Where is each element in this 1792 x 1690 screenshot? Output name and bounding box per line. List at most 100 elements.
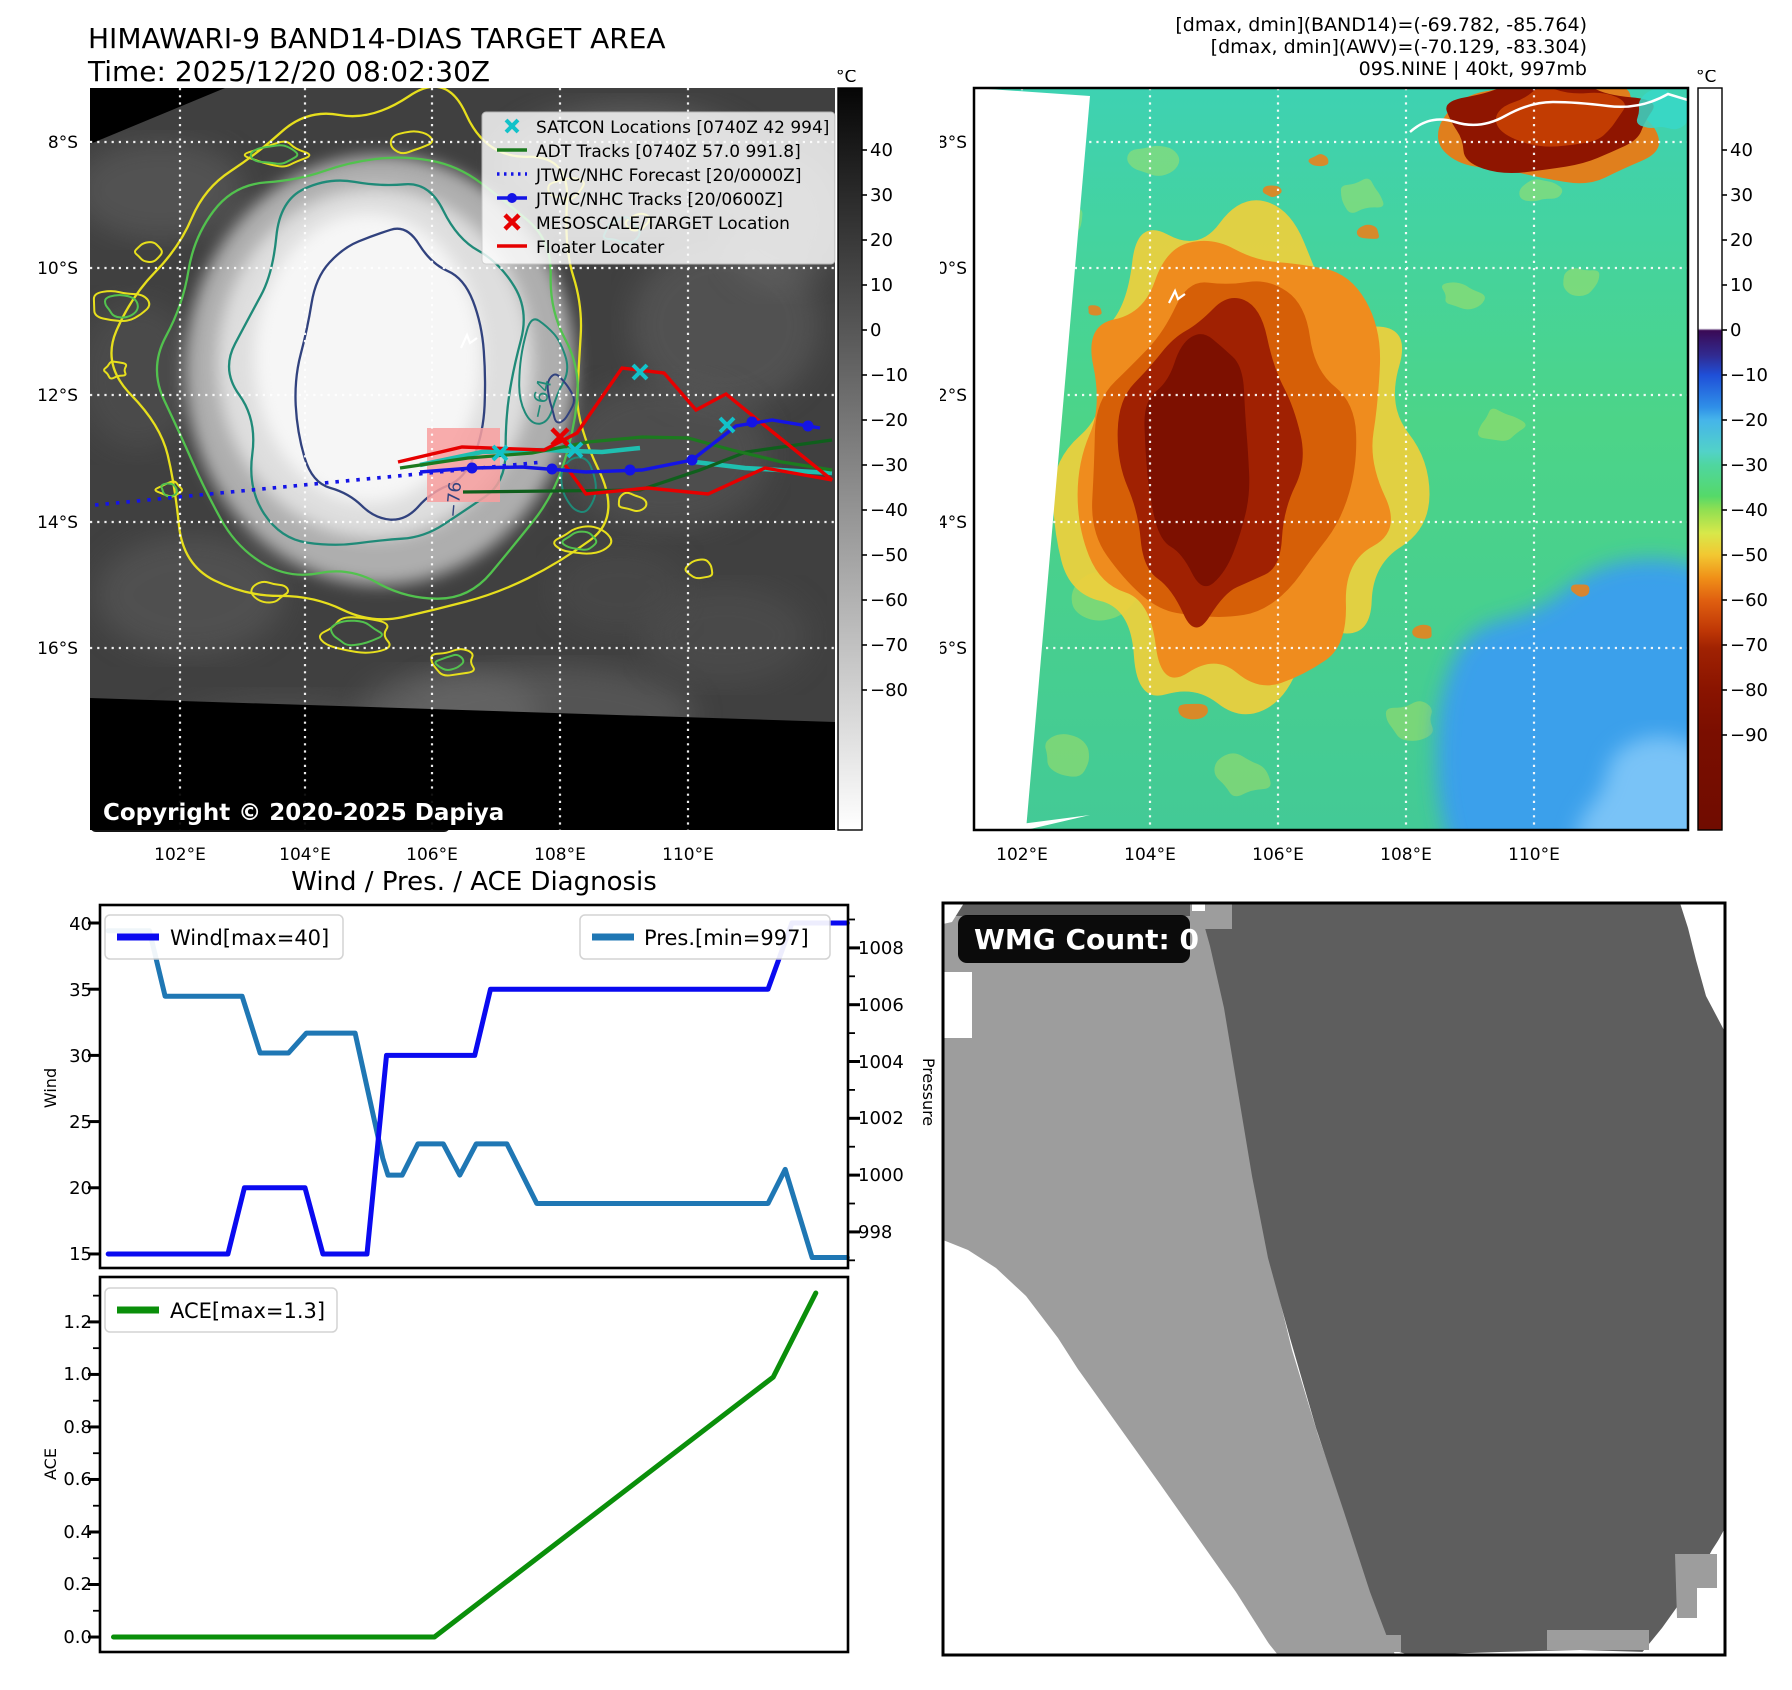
wind-y-ticks: 40 35 30 25 20 15	[69, 914, 92, 1265]
lon-tick: 106°E	[406, 845, 458, 865]
lat-tick: 8°S	[48, 133, 78, 153]
cb-tick: 10	[870, 275, 893, 296]
right-map-lat-axis: 8°S 10°S 12°S 14°S 16°S	[940, 133, 967, 659]
lat-tick: 10°S	[940, 259, 967, 279]
cb-tick: −70	[1730, 635, 1768, 656]
wmg-count-text: WMG Count: 0	[974, 923, 1199, 956]
cb-tick: 30	[870, 185, 893, 206]
y-tick: 1004	[858, 1052, 904, 1073]
lon-tick: 108°E	[534, 845, 586, 865]
wmg-mask-image	[943, 903, 1725, 1655]
y-tick: 1.0	[63, 1364, 92, 1385]
cb-tick: 40	[870, 140, 893, 161]
y-tick: 998	[858, 1222, 892, 1243]
legend-adt: ADT Tracks [0740Z 57.0 991.8]	[536, 142, 801, 162]
right-map-lon-axis: 102°E 104°E 106°E 108°E 110°E	[996, 845, 1560, 865]
lon-tick: 102°E	[996, 845, 1048, 865]
cb-tick: −20	[1730, 410, 1768, 431]
y-tick: 35	[69, 980, 92, 1001]
lat-tick: 8°S	[940, 133, 967, 153]
lat-tick: 12°S	[940, 386, 967, 406]
copyright-badge: Copyright © 2020-2025 Dapiya	[90, 792, 504, 832]
awv-colorbar: °C 40 30 20 10 0 −10 −20 −30 −40 −50 −60…	[1696, 70, 1768, 831]
lon-tick: 102°E	[154, 845, 206, 865]
cb-tick: −10	[870, 365, 908, 386]
pres-legend: Pres.[min=997]	[579, 914, 831, 960]
dmax-band14-line: [dmax, dmin](BAND14)=(-69.782, -85.764)	[1175, 14, 1587, 36]
cb-tick: −20	[870, 410, 908, 431]
y-tick: 0.6	[63, 1469, 92, 1490]
lon-tick: 104°E	[1124, 845, 1176, 865]
cb-tick: −50	[870, 545, 908, 566]
y-tick: 0.2	[63, 1574, 92, 1595]
cb-tick: −80	[870, 680, 908, 701]
y-tick: 1006	[858, 995, 904, 1016]
cb-tick: −50	[1730, 545, 1768, 566]
left-map-lon-axis: 102°E 104°E 106°E 108°E 110°E	[154, 845, 714, 865]
lon-tick: 110°E	[1508, 845, 1560, 865]
colorbar-unit: °C	[836, 70, 856, 87]
awv-satellite-map: 8°S 10°S 12°S 14°S 16°S 102°E 104°E 106°…	[940, 70, 1768, 865]
diagnosis-charts: Wind / Pres. / ACE Diagnosis Wind Pressu…	[41, 867, 935, 1654]
colorbar-unit: °C	[1696, 70, 1716, 87]
cb-tick: 20	[870, 230, 893, 251]
y-tick: 1000	[858, 1165, 904, 1186]
legend-floater: Floater Locater	[536, 238, 664, 258]
band14-map-image	[90, 88, 835, 830]
cb-tick: −10	[1730, 365, 1768, 386]
mesoscale-x-icon	[503, 213, 521, 231]
cb-tick: 40	[1730, 140, 1753, 161]
cb-tick: −60	[1730, 590, 1768, 611]
awv-map-frame	[972, 86, 1690, 832]
legend-mesoscale: MESOSCALE/TARGET Location	[536, 214, 790, 234]
header-info-block: [dmax, dmin](BAND14)=(-69.782, -85.764) …	[1175, 14, 1587, 80]
lat-tick: 16°S	[940, 639, 967, 659]
y-tick: 1008	[858, 938, 904, 959]
ace-legend-label: ACE[max=1.3]	[170, 1299, 325, 1323]
legend-forecast: JTWC/NHC Forecast [20/0000Z]	[535, 166, 801, 186]
lon-tick: 106°E	[1252, 845, 1304, 865]
cb-tick: −80	[1730, 680, 1768, 701]
band14-colorbar: °C 40 30 20 10 0 −10 −20 −30 −40 −50 −60…	[836, 70, 908, 831]
cb-tick: 0	[870, 320, 881, 341]
y-tick: 30	[69, 1046, 92, 1067]
ace-series-line	[111, 1290, 819, 1640]
lat-tick: 16°S	[37, 639, 78, 659]
cb-tick: −30	[870, 455, 908, 476]
wind-legend-label: Wind[max=40]	[170, 926, 329, 950]
lat-tick: 14°S	[37, 513, 78, 533]
copyright-text: Copyright © 2020-2025 Dapiya	[103, 800, 504, 826]
y-tick: 25	[69, 1112, 92, 1133]
ace-y-ticks: 1.2 1.0 0.8 0.6 0.4 0.2 0.0	[63, 1312, 92, 1648]
band14-satellite-map: −64 −76 SATCON Locations [0740Z 42 994] …	[37, 70, 908, 865]
lat-tick: 12°S	[37, 386, 78, 406]
dmax-awv-line: [dmax, dmin](AWV)=(-70.129, -83.304)	[1210, 36, 1587, 58]
page-timestamp: Time: 2025/12/20 08:02:30Z	[88, 55, 491, 88]
wind-legend: Wind[max=40]	[104, 914, 344, 960]
jtwc-track-icon	[497, 193, 527, 203]
ace-axis-label: ACE	[41, 1448, 60, 1480]
cb-tick: 20	[1730, 230, 1753, 251]
cb-tick: 10	[1730, 275, 1753, 296]
y-tick: 40	[69, 914, 92, 935]
pres-legend-label: Pres.[min=997]	[644, 926, 809, 950]
storm-id-line: 09S.NINE | 40kt, 997mb	[1358, 58, 1587, 80]
lat-tick: 10°S	[37, 259, 78, 279]
cb-tick: −90	[1730, 725, 1768, 746]
cb-tick: −60	[870, 590, 908, 611]
page-title-block: HIMAWARI-9 BAND14-DIAS TARGET AREA Time:…	[88, 22, 666, 88]
cb-tick: −70	[870, 635, 908, 656]
pressure-axis-label: Pressure	[919, 1058, 935, 1126]
wmg-count-badge: WMG Count: 0	[958, 915, 1199, 963]
left-map-lat-axis: 8°S 10°S 12°S 14°S 16°S	[37, 133, 78, 659]
wmg-panel: WMG Count: 0	[941, 901, 1727, 1657]
cb-tick: 30	[1730, 185, 1753, 206]
y-tick: 0.4	[63, 1522, 92, 1543]
lon-tick: 110°E	[662, 845, 714, 865]
wmg-frame	[941, 901, 1727, 1657]
legend-jtwc-tracks: JTWC/NHC Tracks [20/0600Z]	[535, 190, 783, 210]
lon-tick: 108°E	[1380, 845, 1432, 865]
lat-tick: 14°S	[940, 513, 967, 533]
y-tick: 0.8	[63, 1417, 92, 1438]
